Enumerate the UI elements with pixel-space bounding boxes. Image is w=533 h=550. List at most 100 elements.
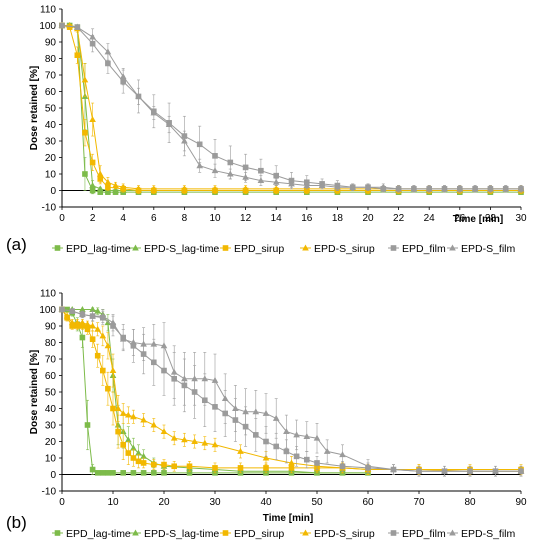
legend-entry: EPD-S_lag-time: [130, 243, 219, 255]
y-tick-label: 20: [45, 437, 57, 448]
series-EPD_film: [59, 22, 524, 193]
data-point: [170, 368, 178, 375]
legend-label: EPD-S_film: [461, 528, 516, 540]
data-point: [237, 465, 244, 471]
data-point: [112, 187, 119, 193]
series-EPD_lag-time: [59, 22, 524, 195]
y-tick-label: 0: [50, 470, 56, 481]
series-line: [61, 25, 521, 190]
data-point: [441, 467, 448, 474]
data-point: [181, 137, 188, 144]
data-point: [114, 405, 122, 411]
legend-marker: [390, 245, 397, 251]
legend-marker: [302, 244, 309, 251]
legend-label: EPD_lag-time: [66, 528, 131, 540]
data-point: [99, 312, 107, 319]
x-tick-label: 4: [120, 213, 126, 224]
data-point: [161, 470, 167, 476]
data-point: [96, 185, 104, 192]
legend-entry: EPD-S_sirup: [300, 243, 375, 255]
data-point: [196, 162, 204, 169]
y-tick-label: 70: [45, 355, 57, 366]
data-point: [227, 159, 234, 166]
data-point: [303, 433, 311, 439]
data-point: [181, 185, 188, 192]
data-point: [94, 352, 101, 359]
data-point: [201, 439, 209, 446]
data-point: [165, 121, 173, 127]
x-tick-label: 20: [158, 497, 170, 508]
data-point: [94, 307, 102, 314]
data-point: [130, 455, 137, 461]
legend-marker: [54, 530, 61, 536]
y-tick-label: 30: [45, 421, 57, 432]
series-line: [61, 309, 521, 472]
legend-label: EPD-S_lag-time: [144, 243, 219, 255]
data-point: [237, 447, 244, 454]
data-point: [119, 409, 127, 416]
legend-entry: EPD_lag-time: [52, 528, 131, 540]
y-tick-label: 10: [45, 170, 57, 181]
data-point: [410, 185, 418, 192]
data-point: [283, 448, 290, 455]
x-tick-label: 26: [454, 213, 466, 224]
data-point: [89, 322, 96, 329]
data-point: [425, 185, 433, 192]
legend-label: EPD_film: [402, 528, 446, 540]
y-axis-title: Dose retained [%]: [29, 350, 40, 434]
x-tick-label: 50: [311, 497, 323, 508]
data-point: [150, 421, 158, 428]
y-tick-label: 40: [45, 404, 57, 415]
data-point: [110, 405, 116, 412]
data-point: [79, 319, 86, 326]
data-point: [186, 463, 193, 470]
series-line: [62, 25, 521, 193]
data-point: [140, 470, 147, 476]
data-point: [125, 450, 132, 456]
data-point: [191, 438, 198, 444]
data-point: [318, 182, 326, 188]
data-point: [119, 73, 127, 80]
x-tick-label: 0: [59, 213, 65, 224]
data-point: [441, 185, 448, 192]
y-tick-label: 0: [50, 186, 56, 197]
data-point: [211, 376, 219, 383]
data-point: [313, 434, 321, 441]
data-point: [191, 375, 198, 382]
x-tick-label: 12: [240, 213, 252, 224]
y-tick-label: 50: [45, 388, 57, 399]
data-point: [196, 141, 203, 148]
data-point: [100, 470, 106, 476]
data-point: [119, 335, 127, 342]
panel-label: (b): [6, 513, 27, 532]
data-point: [151, 470, 157, 476]
legend-entry: EPD-S_sirup: [300, 528, 375, 540]
data-point: [492, 467, 499, 474]
legend-entry: EPD-S_lag-time: [130, 528, 219, 540]
data-point: [89, 312, 96, 319]
data-point: [94, 470, 101, 476]
data-point: [104, 178, 112, 185]
legend-marker: [132, 244, 139, 251]
y-tick-label: -10: [42, 203, 57, 214]
data-point: [303, 182, 311, 188]
legend-label: EPD-S_sirup: [314, 528, 375, 540]
data-point: [273, 443, 280, 450]
legend-entry: EPD-S_film: [447, 243, 516, 255]
data-point: [364, 183, 372, 190]
legend-label: EPD_film: [402, 243, 446, 255]
x-tick-label: 10: [107, 497, 119, 508]
data-point: [130, 339, 137, 345]
legend-entry: EPD-S_film: [447, 528, 516, 540]
data-point: [140, 416, 147, 423]
y-tick-label: 110: [40, 289, 56, 300]
y-tick-label: 80: [45, 338, 57, 349]
y-tick-label: 40: [45, 120, 57, 131]
data-point: [242, 164, 249, 171]
series-line: [61, 25, 521, 190]
data-point: [104, 342, 112, 349]
data-point: [150, 340, 158, 347]
y-tick-label: 10: [45, 454, 57, 465]
y-tick-label: 90: [45, 38, 57, 49]
data-point: [303, 456, 310, 463]
